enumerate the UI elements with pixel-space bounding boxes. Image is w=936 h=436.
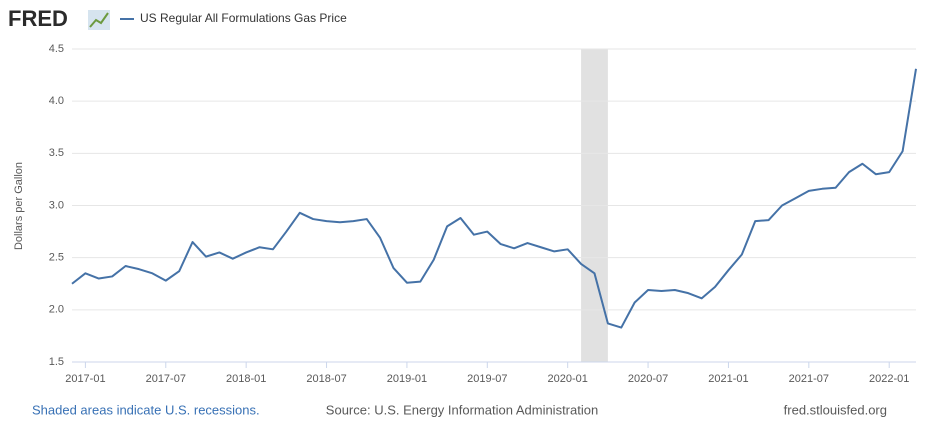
x-tick-label: 2022-01: [869, 373, 909, 385]
x-tick-label: 2018-01: [226, 373, 266, 385]
y-axis-label: Dollars per Gallon: [13, 162, 25, 250]
logo: FRED: [8, 6, 68, 31]
y-tick-label: 2.0: [49, 304, 64, 316]
x-tick-label: 2020-01: [547, 373, 587, 385]
x-tick-label: 2021-07: [789, 373, 829, 385]
y-tick-label: 3.5: [49, 147, 64, 159]
footer-source: Source: U.S. Energy Information Administ…: [326, 402, 598, 417]
y-tick-label: 3.0: [49, 199, 64, 211]
y-tick-label: 4.0: [49, 95, 64, 107]
x-tick-label: 2017-07: [146, 373, 186, 385]
legend-label: US Regular All Formulations Gas Price: [140, 11, 347, 25]
y-tick-label: 4.5: [49, 43, 64, 55]
line: [71, 68, 917, 329]
y-tick-label: 1.5: [49, 356, 64, 368]
x-tick-label: 2021-01: [708, 373, 748, 385]
x-tick-label: 2020-07: [628, 373, 668, 385]
x-tick-label: 2017-01: [65, 373, 105, 385]
x-tick-label: 2019-01: [387, 373, 427, 385]
x-tick-label: 2018-07: [306, 373, 346, 385]
footer-recession-note: Shaded areas indicate U.S. recessions.: [32, 402, 260, 417]
footer-url: fred.stlouisfed.org: [784, 402, 887, 417]
y-tick-label: 2.5: [49, 252, 64, 264]
logo-icon: [88, 10, 110, 30]
x-tick-label: 2019-07: [467, 373, 507, 385]
